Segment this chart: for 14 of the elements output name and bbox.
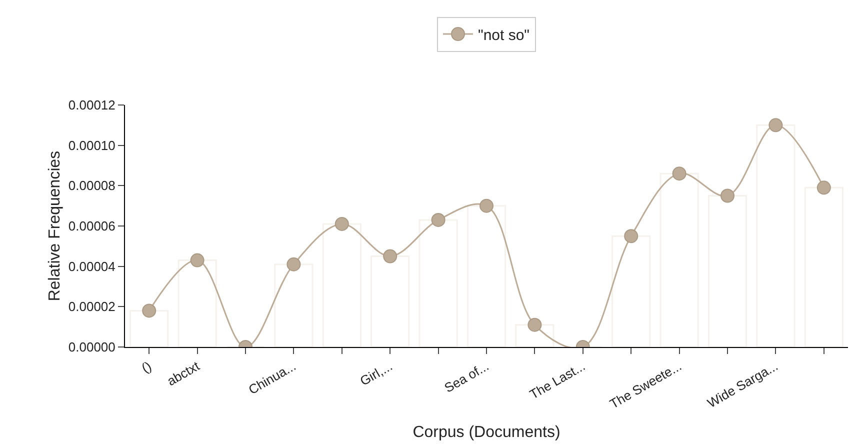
y-tick-label: 0.00008 xyxy=(68,178,116,194)
x-axis-title: Corpus (Documents) xyxy=(412,424,560,442)
x-tick-label: Sea of... xyxy=(442,358,492,396)
y-tick-label: 0.00010 xyxy=(68,138,116,153)
y-tick-label: 0.00002 xyxy=(68,299,116,314)
y-axis-title: Relative Frequencies xyxy=(46,150,64,302)
x-tick-label: () xyxy=(138,358,154,376)
x-tick-label: Girl,... xyxy=(357,358,395,389)
y-tick-label: 0.00004 xyxy=(68,258,116,274)
y-tick-label: 0.00000 xyxy=(68,340,116,355)
legend-label: "not so" xyxy=(478,26,530,44)
y-tick-label: 0.00006 xyxy=(68,218,116,234)
y-tick-label: 0.00012 xyxy=(68,98,116,113)
x-tick-label: The Last... xyxy=(526,358,588,402)
